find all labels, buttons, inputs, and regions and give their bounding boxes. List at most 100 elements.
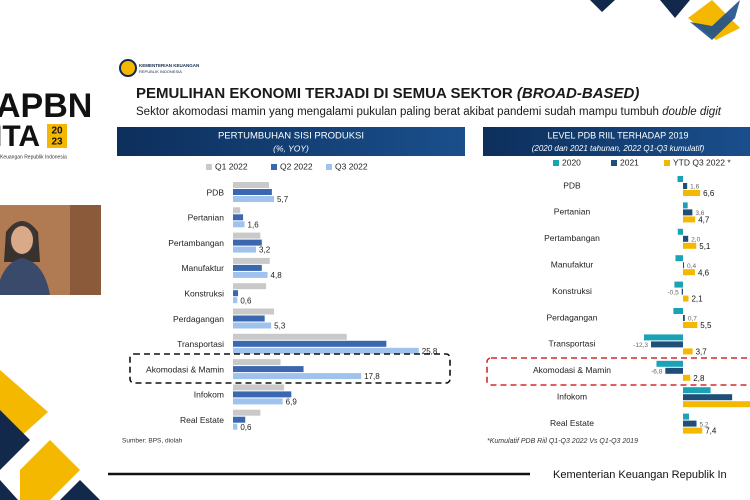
value-label: 1,6 [248,220,260,229]
bar [233,196,275,202]
value-label: 25,8 [422,347,438,356]
bar [233,409,261,416]
category-label: Perdagangan [546,312,597,322]
bar [233,189,272,195]
legend-swatch [206,164,212,170]
decor [0,480,18,500]
bar [656,360,683,367]
decor [590,0,615,12]
legend-swatch [611,160,617,166]
bar [683,394,733,401]
value-label: 0,7 [688,316,697,323]
bar [233,239,262,246]
value-label: 5,3 [274,322,286,331]
slide-title-emphasis: (BROAD-BASED) [517,85,640,102]
ministry-logo-text: KEMENTERIAN KEUANGAN [139,63,199,68]
chart-header [483,127,750,156]
chart-subtitle: (2020 dan 2021 tahunan, 2022 Q1-Q3 kumul… [532,144,705,153]
bar [683,183,688,189]
bar [644,334,683,341]
chart-title: PERTUMBUHAN SISI PRODUKSI [218,131,364,142]
category-label: Pertambangan [168,238,224,248]
highlight-box [129,353,451,384]
bar [233,359,281,366]
brand: APBN [0,87,92,125]
bar [683,295,689,302]
bar [683,202,688,209]
category-label: Perdagangan [173,314,224,324]
bar [677,228,683,235]
category-label: PDB [207,187,225,197]
ministry-logo-text: REPUBLIK INDONESIA [139,69,182,74]
bar [233,290,239,297]
category-label: Manufaktur [551,259,594,269]
bar [233,257,270,264]
bar [651,341,683,348]
value-label: 3,2 [259,246,271,255]
value-label: -6,8 [651,369,663,376]
decor [20,440,80,500]
webcam [11,226,33,254]
legend-swatch [326,164,332,170]
bar [665,367,683,374]
value-label: 4,7 [698,216,710,225]
bar [233,283,267,290]
value-label: -0,5 [667,289,679,296]
bar [681,288,683,295]
legend-swatch [664,160,670,166]
value-label: 4,6 [698,268,710,277]
value-label: 6,9 [286,398,298,407]
bar [683,262,685,269]
category-label: Manufaktur [181,263,224,273]
value-label: 7,4 [705,427,717,436]
brand-year: 20 [51,126,63,137]
value-label: -12,3 [633,342,648,349]
value-label: 3,7 [696,348,708,357]
bar [233,308,275,315]
legend-label: Q3 2022 [335,161,368,171]
category-label: Akomodasi & Mamin [146,364,224,374]
bar [233,384,285,391]
chart-note: *Kumulatif PDB Riil Q1-Q3 2022 Vs Q1-Q3 … [487,438,638,445]
value-label: 5,7 [277,195,289,204]
value-label: 3,6 [695,210,704,217]
category-label: Transportasi [177,339,224,349]
chart-note: Sumber: BPS, diolah [122,438,183,445]
category-label: Infokom [194,390,224,400]
bar [673,308,683,314]
brand-year: 23 [51,137,63,148]
bar [233,214,244,221]
value-label: 0,6 [240,423,252,432]
category-label: Akomodasi & Mamin [533,365,611,375]
category-label: Infokom [557,391,587,401]
bar [683,216,696,223]
decor [60,480,100,500]
highlight-box [486,357,750,386]
category-label: Transportasi [549,339,596,349]
bar [674,281,683,288]
webcam [70,205,101,295]
decor [690,0,740,40]
brand-sub: Keuangan Republik Indonesia [0,154,67,160]
decor [0,410,30,470]
category-label: PDB [563,180,581,190]
bar [233,398,283,405]
legend-label: 2021 [620,157,639,167]
value-label: 5,2 [700,421,709,428]
bar [233,246,257,253]
bar [683,348,693,355]
decor [688,0,740,40]
bar [233,207,241,214]
bar [683,374,691,381]
bar [683,401,750,408]
value-label: 6,6 [703,189,715,198]
legend-label: 2020 [562,157,581,167]
bar [233,373,362,380]
bar [233,297,238,304]
bar [233,232,261,239]
category-label: Real Estate [180,415,224,425]
bar [233,182,269,188]
bar [233,271,268,278]
bar [683,190,701,196]
category-label: Pertambangan [544,233,600,243]
